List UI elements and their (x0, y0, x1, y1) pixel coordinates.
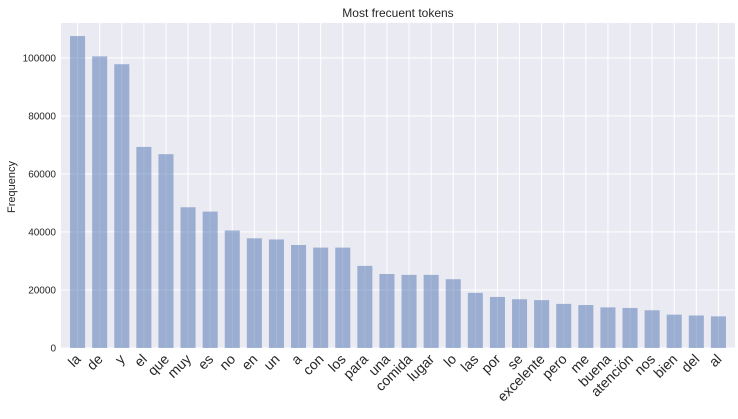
bar-los (335, 247, 351, 348)
bar-atención (622, 307, 638, 348)
bar-es (202, 211, 218, 348)
bar-buena (600, 307, 616, 348)
bar-me (578, 305, 594, 348)
x-tick-label: no (216, 351, 238, 373)
x-tick-label: es (195, 351, 217, 373)
x-tick-label: por (478, 351, 504, 377)
bar-lo (445, 279, 461, 348)
x-tick-label: lugar (404, 351, 438, 385)
x-tick-label: en (238, 351, 260, 373)
bar-muy (180, 207, 196, 348)
bar-en (246, 238, 262, 348)
y-tick-label: 60000 (28, 169, 56, 180)
bar-al (710, 316, 726, 348)
bar-las (467, 292, 483, 348)
bar-pero (556, 303, 572, 348)
x-tick-label: la (65, 351, 84, 370)
bar-por (489, 296, 505, 348)
x-tick-label: un (260, 351, 282, 373)
y-tick-label: 0 (50, 344, 56, 355)
bar-de (92, 56, 108, 348)
x-tick-label: bien (650, 351, 680, 381)
bar-lugar (423, 274, 439, 348)
bar-una (379, 274, 395, 348)
x-tick-label: del (678, 351, 703, 376)
y-axis-label: Frequency (6, 161, 18, 213)
y-tick-label: 40000 (28, 227, 56, 238)
bar-excelente (534, 300, 550, 348)
x-tick-label: con (299, 351, 326, 378)
x-tick-label: muy (164, 351, 194, 381)
x-tick-label: al (706, 351, 725, 370)
x-tick-label: las (457, 351, 481, 375)
y-tick-label: 20000 (28, 285, 56, 296)
bar-del (688, 315, 704, 348)
bar-bien (666, 314, 682, 348)
bar-nos (644, 310, 660, 348)
bar-con (313, 247, 329, 348)
chart-title: Most frecuent tokens (342, 6, 453, 20)
y-tick-label: 80000 (28, 111, 56, 122)
bar-comida (401, 274, 417, 348)
bar-la (70, 36, 86, 348)
bar-a (291, 244, 307, 348)
bar-y (114, 64, 130, 349)
x-tick-label: y (112, 351, 128, 367)
bar-que (158, 154, 174, 348)
bar-para (357, 265, 373, 348)
bar-el (136, 146, 152, 348)
bar-se (512, 299, 528, 348)
bar-un (268, 239, 284, 348)
bar-no (224, 230, 240, 348)
x-tick-label: lo (440, 351, 459, 370)
x-tick-label: de (83, 351, 105, 373)
x-tick-label: pero (539, 351, 570, 382)
y-tick-label: 100000 (23, 53, 57, 64)
